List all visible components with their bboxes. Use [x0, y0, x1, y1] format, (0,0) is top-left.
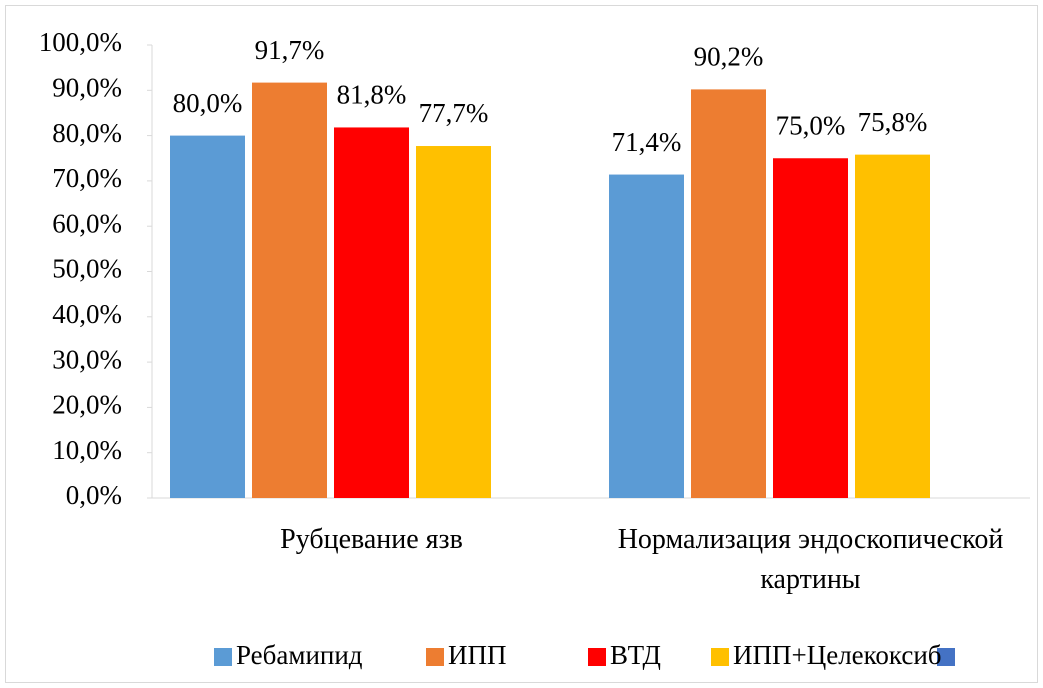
- bar: [252, 82, 327, 498]
- data-label: 81,8%: [337, 80, 407, 110]
- data-label: 75,0%: [776, 110, 846, 140]
- y-tick-label: 0,0%: [66, 480, 122, 510]
- legend-swatch: [937, 648, 955, 666]
- y-tick-label: 80,0%: [52, 118, 122, 148]
- y-tick-label: 70,0%: [52, 163, 122, 193]
- legend-label: ИПП+Целекоксиб: [733, 640, 942, 670]
- data-label: 80,0%: [173, 88, 243, 118]
- data-label: 77,7%: [419, 98, 489, 128]
- legend-label: ИПП: [448, 640, 507, 670]
- y-tick-label: 30,0%: [52, 344, 122, 374]
- bar: [855, 154, 930, 498]
- data-label: 75,8%: [858, 107, 928, 137]
- x-tick-label: Рубцевание язв: [280, 524, 463, 555]
- y-tick-label: 90,0%: [52, 73, 122, 103]
- legend-swatch: [588, 648, 606, 666]
- legend-swatch: [711, 648, 729, 666]
- bar: [334, 127, 409, 499]
- bar: [609, 174, 684, 499]
- x-tick-label: Нормализация эндоскопической картины: [617, 524, 1004, 595]
- bar: [170, 135, 245, 498]
- y-tick-label: 50,0%: [52, 254, 122, 284]
- data-label: 90,2%: [694, 42, 764, 72]
- y-tick-label: 100,0%: [39, 27, 122, 57]
- legend-label: ВТД: [610, 640, 661, 670]
- legend-swatch: [214, 648, 232, 666]
- y-tick-label: 20,0%: [52, 390, 122, 420]
- bar: [691, 89, 766, 499]
- y-tick-label: 40,0%: [52, 299, 122, 329]
- data-label: 91,7%: [255, 35, 325, 65]
- data-label: 71,4%: [612, 127, 682, 157]
- bar: [416, 146, 491, 499]
- legend-label: Ребамипид: [236, 640, 363, 670]
- bar: [773, 158, 848, 498]
- y-tick-label: 10,0%: [52, 435, 122, 465]
- legend-swatch: [426, 648, 444, 666]
- y-tick-label: 60,0%: [52, 208, 122, 238]
